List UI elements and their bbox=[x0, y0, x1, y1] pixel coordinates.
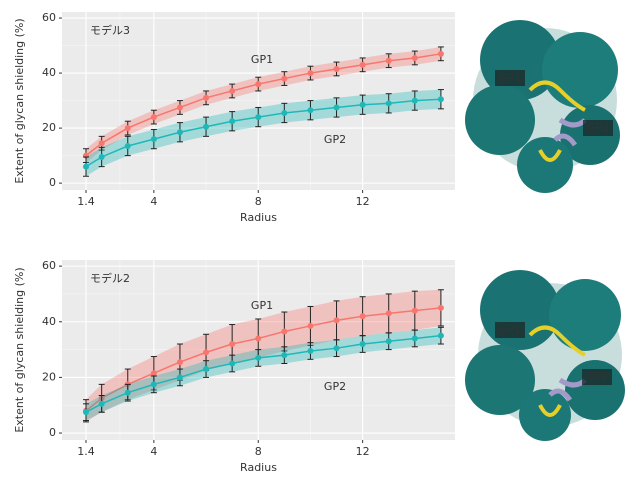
point bbox=[307, 107, 314, 114]
structure-label: GP1 bbox=[499, 71, 521, 84]
point bbox=[359, 61, 366, 68]
point bbox=[150, 114, 157, 121]
y-tick-label: 60 bbox=[42, 259, 56, 272]
series-label: GP2 bbox=[324, 133, 346, 146]
point bbox=[385, 338, 392, 345]
panel-title: モデル2 bbox=[90, 271, 130, 285]
x-axis-label: Radius bbox=[240, 211, 277, 224]
point bbox=[307, 347, 314, 354]
point bbox=[437, 50, 444, 57]
label-background bbox=[495, 322, 525, 338]
label-background bbox=[582, 369, 612, 385]
point bbox=[83, 163, 90, 170]
structure-image bbox=[465, 20, 620, 193]
x-axis-label: Radius bbox=[240, 461, 277, 474]
y-tick-label: 0 bbox=[49, 426, 56, 439]
panel-title: モデル3 bbox=[90, 23, 130, 37]
point bbox=[333, 317, 340, 324]
point bbox=[176, 104, 183, 111]
y-tick-label: 40 bbox=[42, 315, 56, 328]
point bbox=[281, 75, 288, 82]
point bbox=[203, 94, 210, 101]
point bbox=[385, 57, 392, 64]
point bbox=[359, 101, 366, 108]
point bbox=[150, 381, 157, 388]
point bbox=[333, 104, 340, 111]
point bbox=[255, 81, 262, 88]
point bbox=[437, 332, 444, 339]
point bbox=[150, 136, 157, 143]
y-tick-label: 20 bbox=[42, 370, 56, 383]
ribbon bbox=[86, 289, 441, 422]
point bbox=[307, 322, 314, 329]
x-tick-label: 1.4 bbox=[77, 445, 95, 458]
x-tick-label: 4 bbox=[150, 445, 157, 458]
y-axis-label: Extent of glycan shielding (%) bbox=[13, 18, 26, 183]
series-label: GP1 bbox=[251, 53, 273, 66]
point bbox=[359, 341, 366, 348]
point bbox=[98, 153, 105, 160]
structure-image bbox=[465, 270, 625, 441]
point bbox=[124, 125, 131, 132]
point bbox=[203, 349, 210, 356]
x-tick-label: 12 bbox=[356, 445, 370, 458]
point bbox=[83, 409, 90, 416]
point bbox=[333, 65, 340, 72]
point bbox=[203, 366, 210, 373]
point bbox=[411, 307, 418, 314]
series-label: GP1 bbox=[251, 299, 273, 312]
y-axis-label: Extent of glycan shielding (%) bbox=[13, 267, 26, 432]
label-background bbox=[495, 70, 525, 86]
ribbon bbox=[86, 327, 441, 421]
point bbox=[437, 96, 444, 103]
point bbox=[229, 118, 236, 125]
y-tick-label: 0 bbox=[49, 176, 56, 189]
point bbox=[124, 389, 131, 396]
point bbox=[281, 109, 288, 116]
point bbox=[176, 129, 183, 136]
point bbox=[385, 100, 392, 107]
point bbox=[281, 328, 288, 335]
point bbox=[255, 354, 262, 361]
point bbox=[229, 87, 236, 94]
y-tick-label: 40 bbox=[42, 66, 56, 79]
structure-label: GP2 bbox=[586, 370, 608, 383]
y-tick-label: 60 bbox=[42, 11, 56, 24]
point bbox=[124, 142, 131, 149]
point bbox=[150, 370, 157, 377]
point bbox=[281, 352, 288, 359]
x-tick-label: 12 bbox=[356, 195, 370, 208]
y-tick-label: 20 bbox=[42, 121, 56, 134]
point bbox=[203, 123, 210, 130]
point bbox=[411, 54, 418, 61]
structure-label: GP1 bbox=[499, 323, 521, 336]
point bbox=[229, 360, 236, 367]
x-tick-label: 4 bbox=[150, 195, 157, 208]
point bbox=[411, 97, 418, 104]
point bbox=[437, 304, 444, 311]
point bbox=[229, 341, 236, 348]
point bbox=[333, 345, 340, 352]
point bbox=[411, 335, 418, 342]
structure-label: GP2 bbox=[587, 121, 609, 134]
point bbox=[98, 140, 105, 147]
x-tick-label: 8 bbox=[255, 445, 262, 458]
ribbon bbox=[86, 89, 441, 177]
series-label: GP2 bbox=[324, 380, 346, 393]
label-background bbox=[583, 120, 613, 136]
point bbox=[359, 313, 366, 320]
point bbox=[307, 70, 314, 77]
point bbox=[98, 400, 105, 407]
point bbox=[255, 335, 262, 342]
x-tick-label: 8 bbox=[255, 195, 262, 208]
point bbox=[176, 359, 183, 366]
point bbox=[255, 114, 262, 121]
x-tick-label: 1.4 bbox=[77, 195, 95, 208]
point bbox=[385, 310, 392, 317]
point bbox=[176, 374, 183, 381]
